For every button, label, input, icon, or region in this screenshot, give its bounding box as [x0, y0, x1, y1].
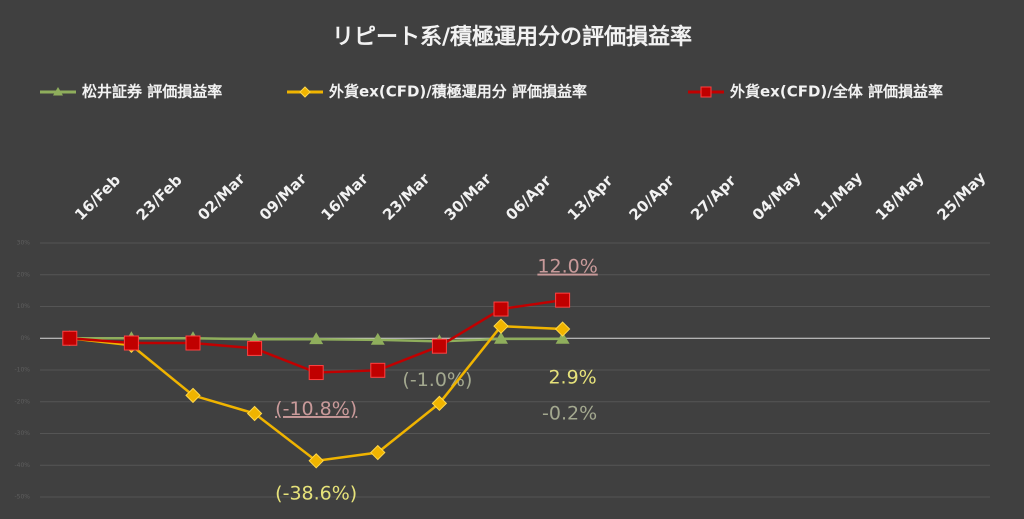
- data-label: (-38.6%): [275, 482, 357, 504]
- marker: [554, 321, 571, 337]
- data-label: (-1.0%): [402, 369, 472, 391]
- marker: [123, 335, 139, 351]
- y-tick-label: 10%: [17, 303, 31, 310]
- legend-label: 松井証券 評価損益率: [82, 83, 222, 101]
- marker: [494, 331, 508, 344]
- y-tick-label: -10%: [14, 367, 30, 374]
- data-label: -0.2%: [542, 402, 597, 424]
- marker: [309, 332, 324, 345]
- data-label: 2.9%: [548, 367, 596, 389]
- legend-label: 外貨ex(CFD)/積極運用分 評価損益率: [328, 83, 587, 101]
- marker: [53, 87, 63, 96]
- legend-label: 外貨ex(CFD)/全体 評価損益率: [729, 83, 943, 101]
- marker: [431, 338, 447, 354]
- marker: [700, 86, 712, 98]
- marker: [370, 362, 386, 378]
- y-tick-label: 30%: [17, 240, 31, 247]
- marker: [185, 335, 201, 351]
- y-tick-label: 0%: [20, 335, 30, 342]
- marker: [308, 453, 324, 469]
- chart-title: リピート系/積極運用分の評価損益率: [332, 24, 692, 50]
- marker: [370, 444, 386, 461]
- marker: [308, 365, 324, 381]
- y-tick-label: -30%: [14, 430, 30, 437]
- marker: [247, 340, 263, 356]
- marker: [555, 292, 571, 308]
- marker: [493, 301, 509, 317]
- marker: [431, 395, 448, 412]
- data-label: 12.0%: [537, 256, 597, 278]
- marker: [185, 387, 201, 404]
- marker: [555, 331, 570, 344]
- marker: [62, 330, 78, 346]
- marker: [299, 86, 311, 98]
- marker: [370, 332, 385, 345]
- y-tick-label: 20%: [17, 271, 31, 278]
- y-tick-label: -50%: [14, 494, 30, 501]
- data-label: (-10.8%): [275, 398, 357, 420]
- marker: [493, 318, 509, 334]
- y-tick-label: -40%: [14, 462, 30, 469]
- marker: [246, 405, 263, 422]
- y-tick-label: -20%: [14, 398, 30, 405]
